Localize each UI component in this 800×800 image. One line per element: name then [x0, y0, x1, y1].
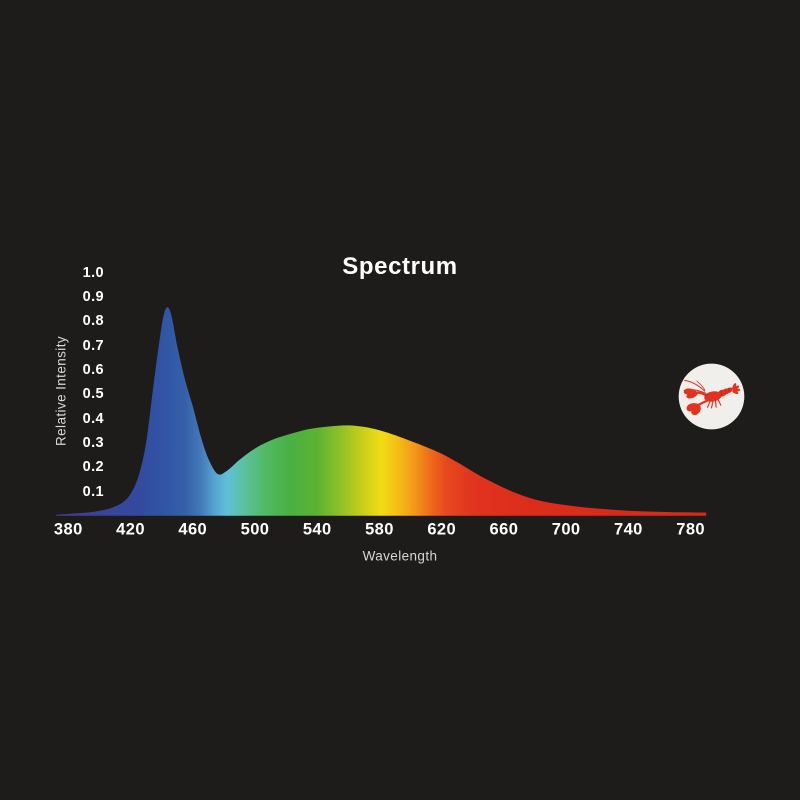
x-tick-label: 420 [116, 520, 145, 539]
y-tick-label: 0.8 [82, 313, 104, 330]
y-tick-label: 0.1 [82, 483, 104, 500]
y-tick-label: 0.3 [82, 434, 104, 451]
y-tick-label: 0.6 [82, 362, 104, 378]
y-tick-label: 0.5 [82, 386, 104, 403]
x-tick-label: 620 [427, 520, 457, 539]
y-tick-label: 0.7 [82, 337, 104, 354]
x-tick-label: 580 [365, 520, 394, 539]
x-tick-label: 660 [489, 520, 519, 539]
x-tick-label: 780 [676, 520, 705, 539]
lobster-icon [678, 363, 745, 430]
y-tick-label: 0.2 [82, 459, 104, 476]
chart-title: Spectrum [342, 253, 458, 280]
lobster-logo-badge [678, 363, 745, 430]
y-tick-label: 0.9 [82, 289, 104, 306]
x-tick-label: 460 [178, 520, 208, 539]
y-tick-label: 0.4 [82, 410, 104, 427]
x-tick-label: 380 [53, 520, 83, 539]
x-tick-label: 700 [551, 520, 581, 539]
x-axis-title: Wavelength [362, 548, 438, 564]
y-tick-label: 1.0 [82, 264, 104, 281]
x-tick-label: 540 [302, 520, 332, 539]
x-tick-label: 500 [240, 520, 270, 539]
x-tick-label: 740 [614, 520, 643, 539]
